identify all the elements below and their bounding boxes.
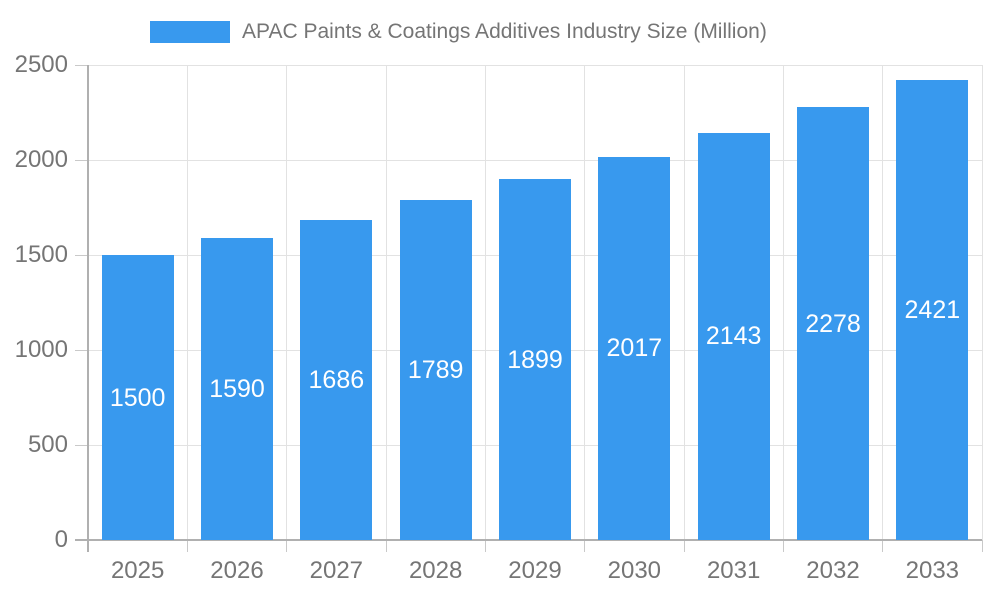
bar-value-label: 2017 (606, 334, 663, 363)
bar (300, 219, 373, 540)
bar-value-label: 2421 (904, 296, 961, 324)
x-tick-label: 2033 (905, 557, 960, 584)
bar (499, 179, 571, 540)
y-axis-tick (75, 64, 88, 66)
gridline-vertical (882, 65, 884, 540)
y-tick-label: 500 (27, 431, 68, 458)
x-tick-label: 2032 (806, 557, 860, 584)
bar-value-label: 1500 (109, 383, 166, 412)
bar (797, 107, 869, 540)
bar-value-label: 2278 (805, 309, 861, 338)
y-tick-label: 1000 (14, 336, 68, 363)
bar-value-label: 1686 (308, 365, 365, 394)
gridline-vertical (286, 65, 288, 540)
y-tick-label: 0 (54, 526, 68, 553)
x-axis-tick (286, 540, 288, 552)
x-axis-tick (584, 540, 586, 552)
bar-value-label: 2143 (705, 322, 762, 351)
gridline-vertical (584, 65, 586, 540)
bar (598, 156, 671, 540)
gridline-vertical (484, 65, 486, 540)
y-tick-label: 1500 (14, 241, 68, 268)
x-axis-tick (981, 540, 983, 552)
y-tick-label: 2000 (14, 146, 68, 173)
gridline-horizontal (88, 159, 982, 161)
x-tick-label: 2029 (508, 557, 562, 584)
y-axis-line (87, 65, 89, 552)
y-axis-tick (75, 159, 88, 161)
y-axis-tick (75, 444, 88, 446)
gridline-vertical (782, 65, 784, 540)
gridline-horizontal (88, 64, 982, 66)
x-tick-label: 2027 (309, 557, 364, 584)
x-axis-tick (385, 540, 387, 552)
bar-value-label: 1899 (507, 345, 563, 374)
x-tick-label: 2030 (607, 557, 662, 584)
x-axis-tick (882, 540, 884, 552)
legend-swatch (150, 21, 230, 43)
bar (101, 255, 174, 540)
y-axis-tick (75, 254, 88, 256)
x-tick-label: 2031 (706, 557, 761, 584)
bar (399, 200, 472, 540)
x-axis-tick (782, 540, 784, 552)
y-axis-tick (75, 349, 88, 351)
x-axis-line (75, 539, 982, 541)
x-tick-label: 2025 (110, 557, 165, 584)
bar (697, 132, 770, 540)
bar-value-label: 1789 (407, 356, 464, 385)
x-axis-tick (683, 540, 685, 552)
x-axis-tick (484, 540, 486, 552)
gridline-vertical (385, 65, 387, 540)
legend-label: APAC Paints & Coatings Additives Industr… (242, 20, 767, 43)
bar (896, 80, 969, 540)
y-tick-label: 2500 (14, 51, 68, 78)
bar-value-label: 1590 (209, 374, 265, 403)
legend-item[interactable]: APAC Paints & Coatings Additives Industr… (150, 20, 767, 43)
x-tick-label: 2026 (210, 557, 264, 584)
gridline-vertical (683, 65, 685, 540)
gridline-vertical (981, 65, 983, 540)
bar (201, 237, 273, 540)
x-axis-tick (186, 540, 188, 552)
gridline-vertical (186, 65, 188, 540)
x-tick-label: 2028 (408, 557, 463, 584)
